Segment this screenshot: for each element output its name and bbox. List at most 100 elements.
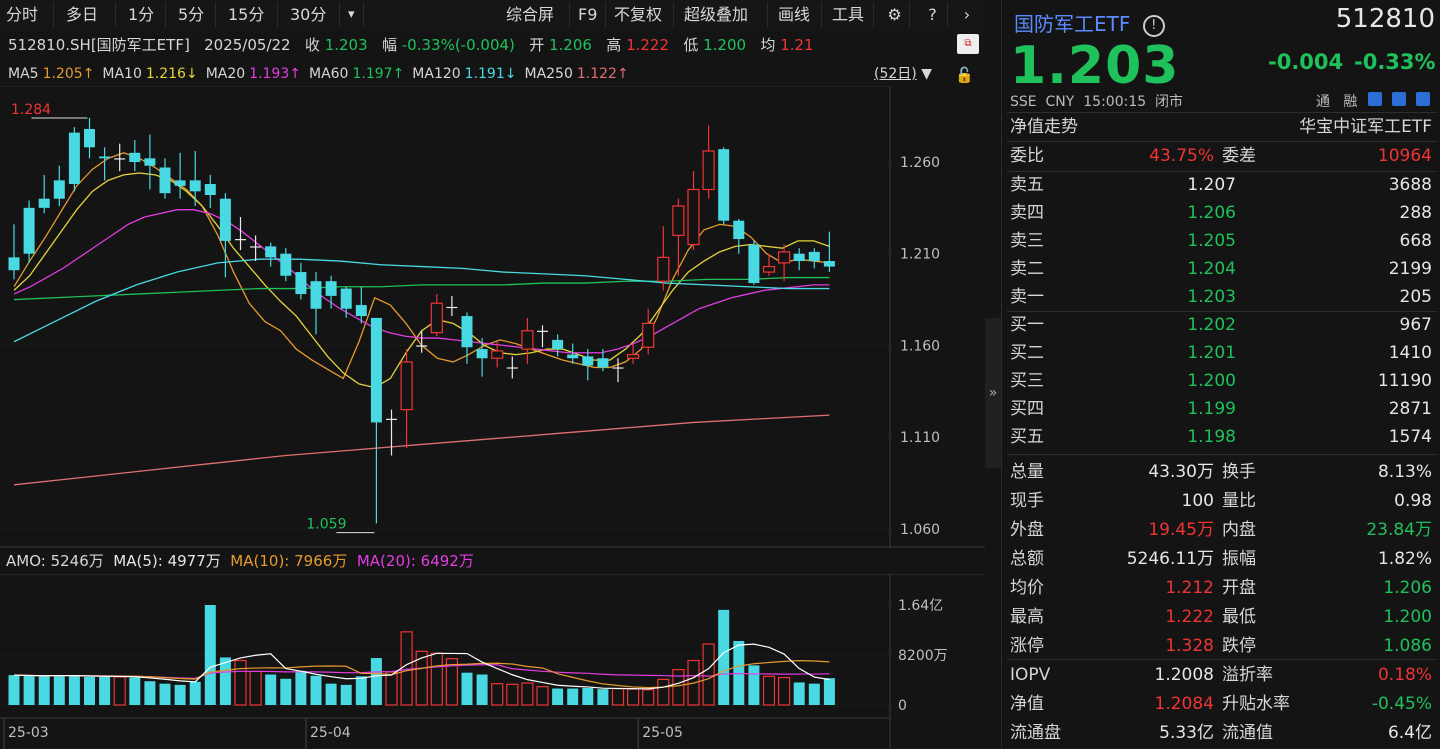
chevron-right-icon[interactable]: › <box>963 5 971 24</box>
ma-line-ma120 <box>13 258 830 343</box>
volume-bar <box>23 675 35 705</box>
open-label: 开 <box>529 36 545 54</box>
ma-name: MA20 <box>205 66 246 82</box>
ma-name: MA10 <box>102 66 142 82</box>
ask-level-row[interactable]: 卖五 1.207 3688 <box>1010 171 1432 199</box>
stat-label: 现手 <box>1010 491 1044 511</box>
tab-5min[interactable]: 5分 <box>172 2 216 28</box>
bell-icon[interactable] <box>1392 92 1406 106</box>
bid-level-row[interactable]: 买一 1.202 967 <box>1010 311 1432 339</box>
pencil-icon[interactable] <box>1368 92 1382 106</box>
help-icon[interactable]: ? <box>918 2 948 28</box>
stat-label: 最低 <box>1222 607 1256 627</box>
ma-legend-item: MA60 1.197↑ <box>309 66 404 82</box>
stat-value: 1.222 <box>1165 607 1214 627</box>
security-code-big: 512810 <box>1335 4 1435 34</box>
candle-body <box>144 158 156 166</box>
tab-1min[interactable]: 1分 <box>122 2 166 28</box>
candle-body <box>552 339 564 350</box>
tab-30min[interactable]: 30分 <box>284 2 340 28</box>
candle-body <box>23 207 35 254</box>
stat-label: 最高 <box>1010 607 1044 627</box>
period-dropdown-icon[interactable]: ▾ <box>342 2 364 28</box>
candlestick-chart[interactable]: 1.260 1.210 1.160 1.110 1.060 1.284 1.059 <box>0 86 985 548</box>
period-selector[interactable]: (52日) ▼ <box>874 66 932 82</box>
stat-value: 6.4亿 <box>1387 723 1432 743</box>
no-adjust-button[interactable]: 不复权 <box>608 2 674 28</box>
volume-bar <box>355 676 367 705</box>
candle-body <box>657 256 670 282</box>
ask-level-row[interactable]: 卖二 1.204 2199 <box>1010 255 1432 283</box>
volume-bar <box>521 682 534 706</box>
stat-label: 内盘 <box>1222 520 1256 540</box>
tools-button[interactable]: 工具 <box>826 2 874 28</box>
composite-screen-button[interactable]: 综合屏 <box>500 2 570 28</box>
ask-level-row[interactable]: 卖一 1.203 205 <box>1010 283 1432 311</box>
bid-volume: 1574 <box>1388 427 1432 447</box>
ask-level-label: 卖二 <box>1010 259 1044 279</box>
stat-value: 5.33亿 <box>1159 723 1214 743</box>
security-name-text: 国防军工ETF <box>1014 12 1131 36</box>
collapse-panel-handle[interactable]: » <box>985 318 1001 468</box>
ask-level-row[interactable]: 卖三 1.205 668 <box>1010 227 1432 255</box>
weibi-value: 43.75% <box>1149 146 1214 166</box>
stat-value: 8.13% <box>1377 462 1432 482</box>
volume-tick-label: 0 <box>898 698 907 714</box>
close-label: 收 <box>304 36 320 54</box>
stat-value: 1.328 <box>1165 636 1214 656</box>
ask-volume: 205 <box>1399 287 1432 307</box>
volume-chart[interactable]: 1.64亿 8200万 0 25-03 25-04 25-05 <box>0 574 985 749</box>
volume-bar <box>642 689 655 706</box>
candle-body <box>718 149 730 221</box>
tab-intraday[interactable]: 分时 <box>0 2 54 28</box>
low-value: 1.200 <box>703 36 747 54</box>
tab-multiday[interactable]: 多日 <box>60 2 116 28</box>
volume-bar <box>777 676 791 706</box>
volume-bar <box>702 643 715 706</box>
ma-legend-item: MA250 1.122↑ <box>524 66 628 82</box>
volume-bar <box>53 675 65 705</box>
candle-body <box>793 253 805 262</box>
share-icon[interactable] <box>1416 92 1430 106</box>
bid-level-row[interactable]: 买二 1.201 1410 <box>1010 339 1432 367</box>
candle-body <box>204 184 216 196</box>
candle-body <box>295 272 307 295</box>
nav-trend-link[interactable]: 净值走势 <box>1010 117 1078 137</box>
ask-volume: 2199 <box>1388 259 1432 279</box>
high-value: 1.222 <box>626 36 670 54</box>
tab-15min[interactable]: 15分 <box>222 2 278 28</box>
stat-row: 均价 1.212 开盘 1.206 <box>1010 574 1432 602</box>
candle-body <box>597 358 609 368</box>
ask-price: 1.206 <box>1187 203 1236 223</box>
ask-level-row[interactable]: 卖四 1.206 288 <box>1010 199 1432 227</box>
lock-icon[interactable]: 🔓 <box>955 66 974 84</box>
bid-level-row[interactable]: 买五 1.198 1574 <box>1010 423 1432 451</box>
bid-price: 1.201 <box>1187 343 1236 363</box>
stat-value: 1.086 <box>1383 636 1432 656</box>
ma-value: 1.205↑ <box>42 66 95 82</box>
stat-label: 流通盘 <box>1010 723 1061 743</box>
volume-bar <box>144 681 156 705</box>
stat-label: 开盘 <box>1222 578 1256 598</box>
amo-ma20: MA(20): 6492万 <box>356 552 474 570</box>
volume-bar <box>310 675 322 705</box>
bid-level-row[interactable]: 买四 1.199 2871 <box>1010 395 1432 423</box>
info-icon[interactable]: ! <box>1142 15 1165 37</box>
bid-price: 1.200 <box>1187 371 1236 391</box>
security-name: 国防军工ETF ! <box>1014 8 1165 37</box>
stat-row: 现手 100 量比 0.98 <box>1010 487 1432 515</box>
window-mode-icon[interactable]: ⧉ <box>957 34 979 54</box>
price-tick-label: 1.210 <box>900 247 940 263</box>
stat-row: 最高 1.222 最低 1.200 <box>1010 603 1432 631</box>
ask-volume: 3688 <box>1388 175 1432 195</box>
super-overlay-button[interactable]: 超级叠加 <box>678 2 768 28</box>
gear-icon[interactable]: ⚙ <box>880 2 910 28</box>
market-status: 闭市 <box>1155 94 1184 110</box>
bid-level-row[interactable]: 买三 1.200 11190 <box>1010 367 1432 395</box>
draw-line-button[interactable]: 画线 <box>772 2 822 28</box>
price-tick-label: 1.260 <box>900 155 940 171</box>
ma-legend: MA5 1.205↑ MA10 1.216↓ MA20 1.193↑ MA60 1.197↑ M… <box>8 64 637 84</box>
candle-body <box>702 150 715 191</box>
ma-line-ma10 <box>13 172 830 389</box>
f9-button[interactable]: F9 <box>572 2 606 28</box>
